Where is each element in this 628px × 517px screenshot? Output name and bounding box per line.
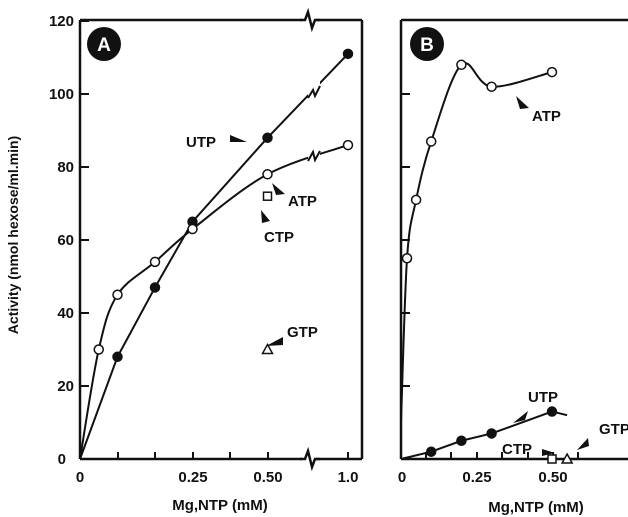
y-tick-label: 120 xyxy=(49,13,74,30)
panel-a-axis-break-top xyxy=(300,7,320,33)
y-tick-label: 40 xyxy=(57,305,74,322)
x-tick-label: 0.25 xyxy=(462,469,491,486)
panel-a-y-tick-labels: 0 20 40 60 80 100 120 xyxy=(49,13,74,468)
panel-a-badge-label: A xyxy=(97,35,111,56)
atp-point-4 xyxy=(187,223,198,235)
x-tick-label: 0 xyxy=(76,469,84,486)
arrow-icon xyxy=(513,411,528,423)
y-tick-label: 0 xyxy=(58,451,66,468)
series-label: GTP xyxy=(287,324,318,341)
panel-a: A 0 20 40 60 80 100 120 xyxy=(5,7,364,514)
atp-point-2 xyxy=(112,289,123,300)
atp-point-3 xyxy=(456,59,467,71)
arrow-icon xyxy=(261,210,270,223)
panel-a-axis-break-bottom xyxy=(300,446,320,472)
gtp-point-0 xyxy=(560,452,574,464)
panel-b-annotations: ATP UTP CTP GTP xyxy=(502,96,628,458)
x-tick-label: 0 xyxy=(398,469,406,486)
panel-b-label-atp: ATP xyxy=(516,96,561,125)
utp-point-5 xyxy=(342,48,354,60)
panel-b-x-tick-labels: 0 0.25 0.50 xyxy=(398,469,568,486)
atp-point-1 xyxy=(93,344,104,355)
series-label: ATP xyxy=(532,108,561,125)
gtp-point-0 xyxy=(261,342,274,355)
utp-point-2 xyxy=(486,428,497,439)
x-tick-label: 0.25 xyxy=(178,469,207,486)
atp-point-1 xyxy=(410,194,422,206)
x-tick-label: 1.0 xyxy=(338,469,359,486)
utp-point-0 xyxy=(425,446,437,457)
series-label: CTP xyxy=(264,229,294,246)
panel-b-label-ctp: CTP xyxy=(502,441,555,458)
panel-a-y-axis-label: Activity (nmol hexose/ml.min) xyxy=(5,136,21,334)
panel-a-line-break-atp xyxy=(307,146,321,168)
arrow-icon xyxy=(266,337,283,346)
panel-b: B 0 0.25 0.50 Mg,NTP (mM) xyxy=(398,18,628,516)
arrow-icon xyxy=(577,438,589,450)
panel-b-x-axis-label: Mg,NTP (mM) xyxy=(488,499,584,516)
utp-point-1 xyxy=(112,351,123,363)
utp-point-4 xyxy=(262,132,273,144)
utp-line xyxy=(79,53,349,460)
panel-a-line-break-utp xyxy=(307,80,321,106)
y-tick-label: 100 xyxy=(49,86,74,103)
y-tick-label: 60 xyxy=(57,232,74,249)
x-tick-label: 0.50 xyxy=(538,469,567,486)
atp-point-5 xyxy=(262,169,273,180)
atp-point-5 xyxy=(546,66,558,78)
arrow-icon xyxy=(230,135,247,142)
series-label: GTP xyxy=(599,421,628,438)
panel-a-label-gtp: GTP xyxy=(266,324,318,346)
utp-point-2 xyxy=(149,282,161,293)
ctp-point-0 xyxy=(262,191,273,201)
utp-point-1 xyxy=(456,435,467,446)
atp-point-3 xyxy=(149,256,161,268)
arrow-icon xyxy=(272,183,285,195)
panel-a-y-ticks xyxy=(80,20,89,460)
arrow-icon xyxy=(516,96,529,109)
atp-point-0 xyxy=(401,253,413,264)
series-label: UTP xyxy=(186,134,216,151)
panel-a-badge: A xyxy=(87,27,121,61)
series-label: ATP xyxy=(288,193,317,210)
utp-point-3 xyxy=(546,406,558,417)
x-tick-label: 0.50 xyxy=(253,469,282,486)
panel-a-x-tick-labels: 0 0.25 0.50 1.0 xyxy=(76,469,359,486)
panel-b-label-utp: UTP xyxy=(513,389,558,423)
series-label: CTP xyxy=(502,441,532,458)
panel-a-label-utp: UTP xyxy=(186,134,247,151)
atp-point-2 xyxy=(425,136,437,147)
panel-a-annotations: UTP ATP CTP GTP xyxy=(186,134,318,346)
panel-b-badge: B xyxy=(410,27,444,61)
series-label: UTP xyxy=(528,389,558,406)
arrow-icon xyxy=(542,449,555,456)
atp-point-4 xyxy=(486,81,497,92)
panel-b-badge-label: B xyxy=(420,35,434,56)
panel-a-label-ctp: CTP xyxy=(261,210,294,246)
y-tick-label: 20 xyxy=(57,378,74,395)
ctp-point-0 xyxy=(547,454,557,464)
y-tick-label: 80 xyxy=(57,159,74,176)
atp-line xyxy=(400,62,553,423)
panel-a-x-axis-label: Mg,NTP (mM) xyxy=(172,497,268,514)
panel-b-label-gtp: GTP xyxy=(577,421,628,450)
panel-a-label-atp: ATP xyxy=(272,183,317,210)
atp-point-6 xyxy=(342,139,354,151)
